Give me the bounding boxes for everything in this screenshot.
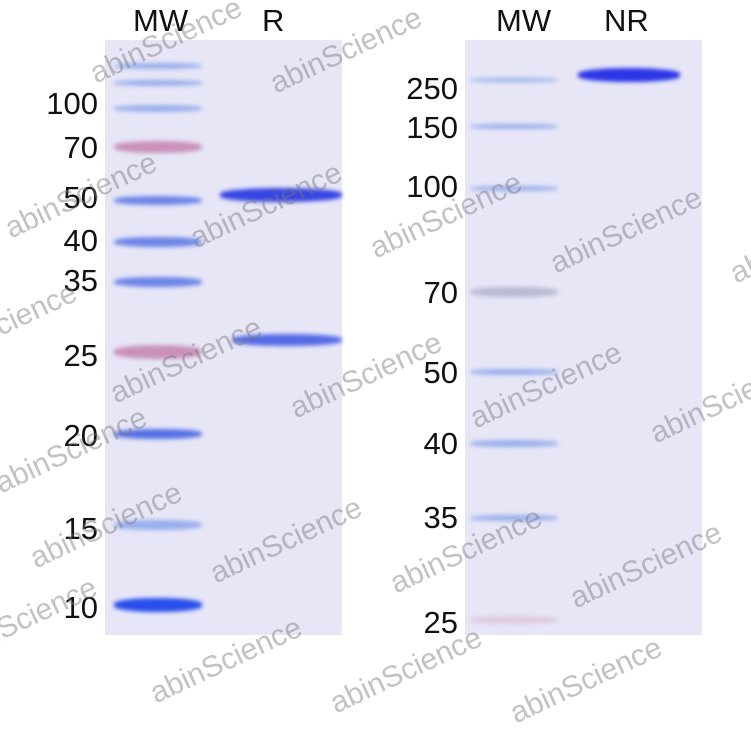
marker-label: 15 [63, 511, 98, 546]
lane-label-mw-left: MW [133, 3, 189, 38]
sample-band-r [220, 188, 342, 202]
marker-label: 150 [406, 110, 458, 145]
ladder-band [470, 616, 558, 624]
ladder-band [114, 237, 202, 247]
ladder-band [114, 598, 202, 612]
ladder-band [470, 515, 558, 521]
ladder-band [470, 123, 558, 129]
marker-label: 250 [406, 71, 458, 106]
marker-label: 35 [423, 500, 458, 535]
ladder-band [114, 141, 202, 153]
ladder-band [114, 63, 202, 69]
ladder-band [114, 80, 202, 86]
marker-label: 50 [423, 355, 458, 390]
ladder-band [114, 429, 202, 439]
ladder-band [114, 345, 202, 359]
ladder-band [470, 287, 558, 297]
ladder-band [114, 520, 202, 530]
right-gel [465, 40, 702, 635]
marker-label: 50 [63, 180, 98, 215]
lane-label-mw-right: MW [496, 3, 552, 38]
watermark: abinScience [505, 630, 668, 730]
marker-label: 100 [406, 169, 458, 204]
marker-label: 100 [46, 86, 98, 121]
marker-label: 70 [63, 130, 98, 165]
marker-label: 35 [63, 263, 98, 298]
sample-band-nr [578, 68, 680, 82]
watermark: abinScience [745, 525, 751, 625]
sample-band-r [232, 334, 342, 346]
ladder-band [114, 277, 202, 287]
lane-label-nr: NR [604, 3, 649, 38]
ladder-band [470, 78, 558, 82]
watermark: abinScience [725, 190, 751, 290]
ladder-band [470, 369, 558, 375]
ladder-band [470, 185, 558, 191]
marker-label: 40 [423, 426, 458, 461]
marker-label: 70 [423, 275, 458, 310]
marker-label: 10 [63, 590, 98, 625]
ladder-band [114, 104, 202, 112]
ladder-band [470, 439, 558, 447]
marker-label: 25 [423, 605, 458, 640]
marker-label: 40 [63, 223, 98, 258]
lane-label-r: R [262, 3, 285, 38]
marker-label: 25 [63, 338, 98, 373]
ladder-band [114, 195, 202, 205]
marker-label: 20 [63, 418, 98, 453]
